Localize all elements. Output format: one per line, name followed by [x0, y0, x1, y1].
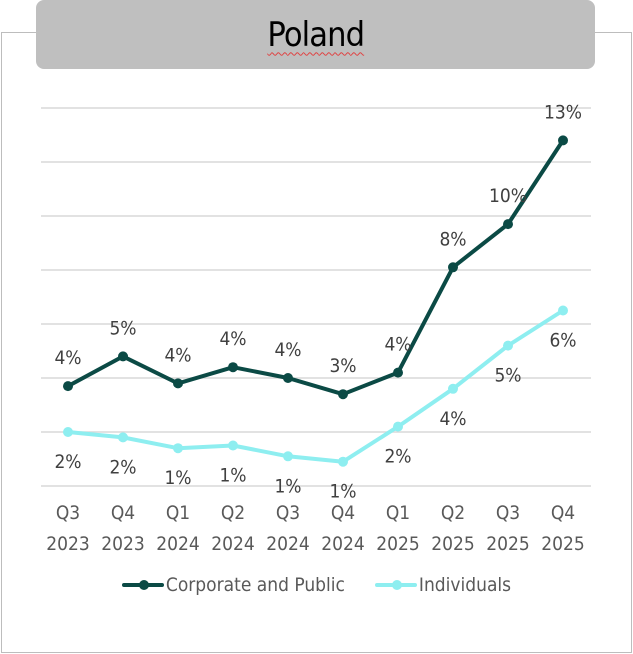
legend-item-individuals: Individuals — [374, 574, 512, 596]
data-point — [503, 219, 513, 230]
x-tick-label: Q1 2025 — [376, 502, 420, 555]
data-label: 3% — [329, 355, 356, 377]
data-label: 1% — [164, 467, 191, 489]
series-line — [67, 308, 565, 464]
legend-item-corporate: Corporate and Public — [121, 574, 345, 596]
chart-title: Poland — [267, 14, 365, 55]
data-point — [558, 135, 568, 146]
data-point — [338, 389, 348, 400]
x-tick-label: Q3 2024 — [266, 502, 310, 555]
data-label: 1% — [219, 465, 246, 487]
data-label: 13% — [544, 101, 582, 123]
data-point — [173, 378, 183, 389]
x-tick-label: Q3 2025 — [486, 502, 530, 555]
data-point — [118, 351, 128, 362]
data-label: 5% — [494, 365, 521, 387]
x-tick-label: Q3 2023 — [46, 502, 90, 555]
data-label: 8% — [439, 228, 466, 250]
data-label: 1% — [329, 481, 356, 503]
legend: Corporate and Public Individuals — [0, 574, 633, 596]
data-label: 5% — [109, 317, 136, 339]
data-label: 10% — [489, 185, 527, 207]
data-point — [448, 262, 458, 273]
data-label: 2% — [384, 446, 411, 468]
data-point — [228, 362, 238, 373]
data-point — [338, 456, 348, 467]
data-point — [173, 443, 183, 454]
legend-swatch-corporate — [121, 580, 164, 590]
x-tick-label: Q4 2025 — [541, 502, 585, 555]
legend-label-corporate: Corporate and Public — [165, 574, 345, 596]
data-point — [63, 381, 73, 392]
data-point — [558, 305, 568, 316]
data-point — [393, 367, 403, 378]
data-label: 4% — [274, 339, 301, 361]
data-label: 1% — [274, 475, 301, 497]
data-label: 4% — [384, 334, 411, 356]
data-label: 4% — [164, 344, 191, 366]
x-tick-label: Q4 2024 — [321, 502, 365, 555]
x-tick-label: Q2 2025 — [431, 502, 475, 555]
data-label: 2% — [109, 456, 136, 478]
series-line — [67, 139, 565, 397]
data-label: 4% — [219, 328, 246, 350]
x-tick-label: Q2 2024 — [211, 502, 255, 555]
data-label: 4% — [54, 347, 81, 369]
legend-swatch-individuals — [374, 580, 417, 590]
data-point — [448, 383, 458, 394]
x-tick-label: Q1 2024 — [156, 502, 200, 555]
data-point — [393, 421, 403, 432]
data-label: 4% — [439, 408, 466, 430]
data-label: 2% — [54, 451, 81, 473]
x-tick-label: Q4 2023 — [101, 502, 145, 555]
data-point — [283, 373, 293, 383]
data-point — [63, 427, 73, 437]
data-point — [503, 340, 513, 351]
data-point — [228, 440, 238, 451]
title-box: Poland — [36, 0, 595, 69]
data-point — [283, 451, 293, 462]
data-label: 6% — [549, 330, 576, 352]
chart-frame — [1, 32, 632, 653]
data-point — [118, 432, 128, 443]
legend-label-individuals: Individuals — [418, 574, 512, 596]
